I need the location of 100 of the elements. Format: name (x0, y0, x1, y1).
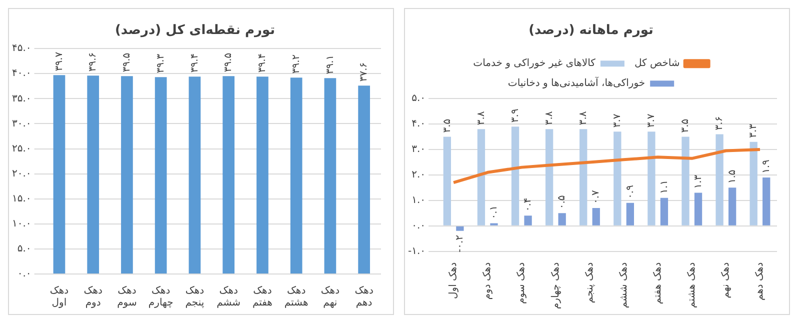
data-label: ۳۹.۵ (223, 52, 234, 72)
bar (290, 78, 302, 274)
x-tick-label: دهک سوم (117, 286, 137, 309)
y-tick-label: ۱۵.۰ (12, 193, 32, 204)
data-label: ۰.۴ (522, 198, 534, 212)
bar (188, 76, 201, 274)
y-tick-label: ۴۵.۰ (12, 43, 32, 54)
data-label: ۳۹.۱ (324, 54, 336, 74)
bar (750, 142, 758, 226)
data-label: ۳۹.۲ (290, 54, 302, 74)
data-label: -۰.۲ (454, 234, 466, 252)
y-tick-label: ۰.۰ (17, 268, 32, 280)
x-tick-label: دهک هفتم (652, 262, 664, 304)
chart-title: تورم نقطه‌ای کل (درصد) (114, 23, 276, 38)
data-label: ۳۹.۴ (257, 53, 268, 73)
x-tick-label: دهک هشتم (686, 262, 698, 308)
bar (443, 136, 451, 226)
x-tick-label: دهک سوم (516, 262, 528, 304)
bar (456, 226, 464, 231)
y-tick-label: ۴.۰ (412, 118, 426, 130)
y-tick-label: ۴۰.۰ (12, 68, 32, 80)
x-tick-label: دهک دهم (754, 262, 766, 301)
x-tick-label: دهک ششم (216, 286, 241, 309)
y-tick-label: ۲۵.۰ (12, 143, 32, 154)
bar (580, 129, 588, 226)
bar (222, 76, 235, 274)
bar (694, 192, 702, 226)
x-tick-label: دهک هشتم (284, 286, 308, 309)
data-label: ۱.۵ (726, 170, 738, 184)
y-tick-label: ۳۵.۰ (12, 93, 32, 104)
legend-label: خوراکی‌ها، آشامیدنی‌ها و دخانیات (508, 76, 646, 90)
bar (256, 76, 268, 274)
data-label: ۰.۹ (624, 185, 636, 199)
x-tick-label: دهک چهارم (148, 286, 174, 309)
bar (511, 126, 520, 226)
x-tick-label: دهک هفتم (252, 286, 272, 309)
x-tick-label: دهک دهم (354, 286, 374, 309)
bar (53, 75, 66, 274)
x-tick-label: دهک اول (50, 286, 69, 309)
data-label: ۳.۷ (646, 113, 658, 128)
x-tick-label: دهک دوم (84, 286, 102, 309)
data-label: ۳۹.۶ (88, 52, 99, 72)
data-label: ۳.۳ (748, 123, 760, 138)
data-label: ۳۹.۷ (54, 51, 65, 72)
x-tick-label: دهک ششم (618, 262, 630, 308)
bar (154, 77, 167, 274)
data-label: ۱.۹ (760, 160, 772, 174)
y-tick-label: ۳.۰ (412, 144, 426, 156)
data-label: ۰.۷ (590, 189, 602, 204)
bar (728, 188, 736, 226)
bar (762, 177, 770, 226)
bar (324, 78, 336, 274)
x-tick-label: دهک چهارم (550, 262, 562, 310)
y-tick-label: ۳۰.۰ (12, 118, 32, 130)
data-label: ۱.۳ (692, 174, 704, 189)
y-tick-label: ۱۰.۰ (12, 218, 32, 230)
data-label: ۳.۸ (476, 110, 487, 126)
data-label: ۳.۶ (714, 116, 726, 130)
y-tick-label: ۰.۰ (412, 220, 426, 232)
x-tick-label: دهک دوم (482, 262, 494, 300)
data-label: ۳.۵ (680, 118, 692, 133)
data-label: ۳.۷ (612, 113, 623, 128)
bar (358, 86, 370, 274)
data-label: ۳.۹ (510, 108, 521, 123)
bar (648, 132, 656, 226)
bar (592, 208, 600, 226)
bar (524, 216, 532, 226)
x-tick-label: دهک پنجم (584, 262, 596, 304)
x-tick-label: دهک پنجم (185, 286, 204, 309)
data-label: ۳۹.۴ (189, 53, 200, 73)
data-label: ۳.۵ (442, 118, 453, 133)
y-tick-label: ۵.۰ (17, 244, 32, 255)
bar (716, 134, 724, 226)
y-tick-label: ۲۰.۰ (12, 168, 32, 180)
bar (660, 198, 668, 226)
data-label: ۰.۵ (556, 195, 568, 210)
y-tick-label: ۲.۰ (412, 170, 426, 181)
y-tick-label: ۱.۰ (412, 194, 426, 206)
data-label: ۰.۱ (488, 205, 500, 220)
bar (626, 202, 634, 226)
bar (121, 76, 133, 274)
chart-title: تورم ماهانه (درصد) (528, 23, 654, 38)
legend-label: کالاهای غیر خوراکی و خدمات (473, 58, 596, 70)
data-label: ۳.۸ (578, 110, 589, 126)
x-tick-label: دهک نهم (320, 286, 340, 309)
bar (477, 129, 486, 226)
bar (545, 129, 554, 226)
y-tick-label: ۵.۰ (412, 93, 426, 104)
data-label: ۱.۱ (658, 180, 670, 194)
x-tick-label: دهک نهم (720, 262, 732, 298)
bar (558, 213, 566, 226)
y-tick-label: -۱.۰ (408, 246, 426, 257)
bar (614, 132, 622, 226)
data-label: ۳۹.۵ (122, 52, 133, 72)
bar (87, 76, 100, 274)
data-label: ۳۷.۶ (358, 62, 370, 82)
data-label: ۳۹.۳ (155, 53, 166, 74)
legend-label: شاخص کل (634, 58, 680, 70)
data-label: ۳.۸ (544, 110, 555, 126)
bar (682, 136, 690, 226)
